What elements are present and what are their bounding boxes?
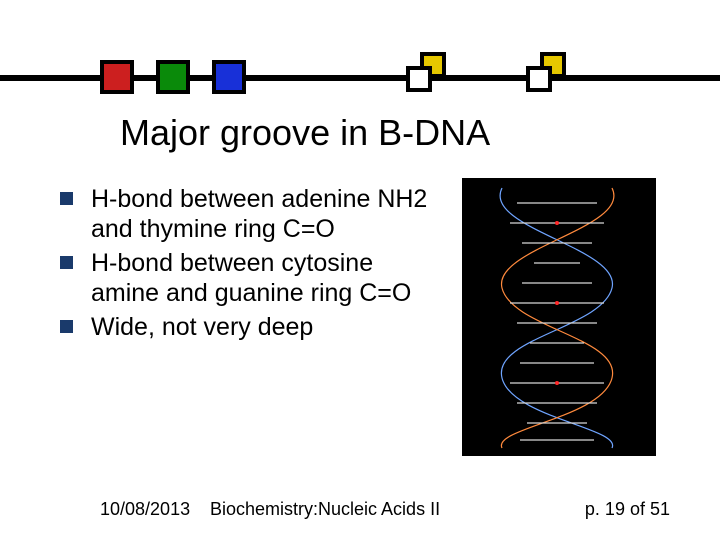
dna-structure-figure	[462, 178, 656, 456]
list-item: H-bond between cytosine amine and guanin…	[60, 248, 440, 308]
footer-date: 10/08/2013	[100, 499, 190, 520]
list-item: H-bond between adenine NH2 and thymine r…	[60, 184, 440, 244]
bullet-text: H-bond between cytosine amine and guanin…	[91, 248, 440, 308]
accent-square-white-2	[526, 66, 552, 92]
dna-helix-icon	[462, 178, 656, 456]
footer-page: p. 19 of 51	[585, 499, 670, 520]
accent-square-white-1	[406, 66, 432, 92]
accent-square-red	[100, 60, 134, 94]
footer-course: Biochemistry:Nucleic Acids II	[210, 499, 440, 520]
accent-square-blue	[212, 60, 246, 94]
slide-title: Major groove in B-DNA	[120, 112, 490, 154]
bullet-text: H-bond between adenine NH2 and thymine r…	[91, 184, 440, 244]
list-item: Wide, not very deep	[60, 312, 440, 342]
bullet-icon	[60, 256, 73, 269]
bullet-list: H-bond between adenine NH2 and thymine r…	[60, 184, 440, 346]
accent-square-green	[156, 60, 190, 94]
bullet-icon	[60, 320, 73, 333]
bullet-icon	[60, 192, 73, 205]
bullet-text: Wide, not very deep	[91, 312, 313, 342]
